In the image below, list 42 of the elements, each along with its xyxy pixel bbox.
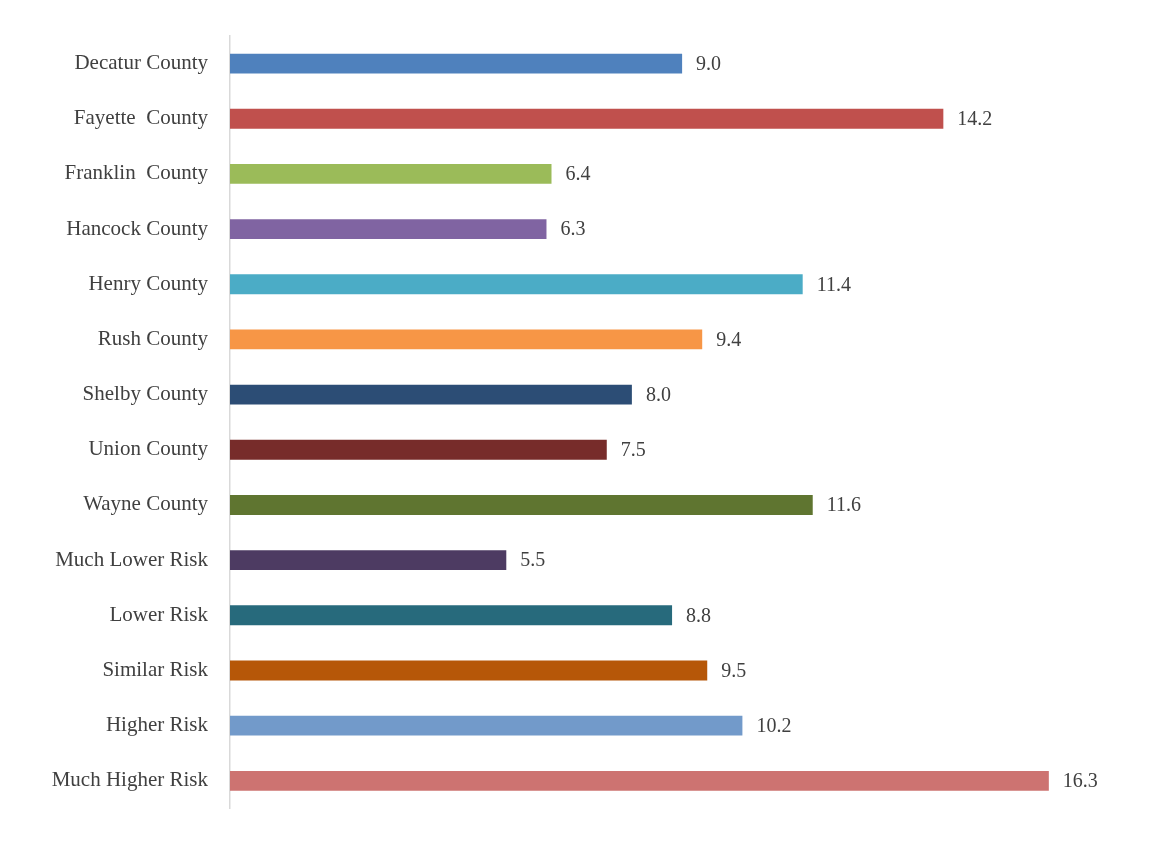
bar <box>230 274 803 295</box>
bar <box>230 53 683 74</box>
data-label: 8.0 <box>645 382 671 405</box>
bar <box>230 439 607 460</box>
y-tick-label: Henry County <box>88 270 209 295</box>
bar <box>230 770 1049 791</box>
data-label: 9.4 <box>716 327 742 350</box>
data-label: 8.8 <box>686 603 712 626</box>
y-tick-label: Much Lower Risk <box>55 546 209 571</box>
bar <box>230 550 507 571</box>
y-tick-label: Lower Risk <box>109 601 209 626</box>
bar <box>230 660 708 681</box>
bar <box>230 164 552 184</box>
bar <box>230 715 743 736</box>
bar <box>230 329 703 350</box>
bar <box>230 108 944 129</box>
data-label: 14.2 <box>957 107 993 130</box>
bar <box>230 605 673 626</box>
y-tick-label: Higher Risk <box>105 712 209 737</box>
data-label: 9.0 <box>696 51 722 74</box>
y-tick-label: Decatur County <box>74 50 209 75</box>
data-label: 9.5 <box>721 658 747 681</box>
y-tick-label: Much Higher Risk <box>51 767 209 792</box>
data-label: 10.2 <box>756 713 792 736</box>
bar <box>230 384 632 405</box>
data-label: 6.4 <box>565 162 591 185</box>
bar <box>230 219 547 240</box>
data-label: 11.4 <box>816 272 851 295</box>
y-tick-label: Similar Risk <box>102 656 209 681</box>
data-label: 11.6 <box>826 493 861 516</box>
data-label: 16.3 <box>1062 769 1098 792</box>
y-tick-label: Union County <box>88 436 209 461</box>
y-tick-label: Fayette County <box>73 105 209 130</box>
y-tick-label: Shelby County <box>82 381 209 406</box>
y-tick-label: Franklin County <box>64 160 209 185</box>
y-tick-label: Hancock County <box>66 215 209 240</box>
data-label: 6.3 <box>560 217 586 240</box>
data-label: 7.5 <box>620 438 646 461</box>
y-tick-label: Rush County <box>97 325 209 350</box>
bar <box>230 495 813 515</box>
data-label: 5.5 <box>520 548 546 571</box>
y-tick-label: Wayne County <box>83 491 209 516</box>
